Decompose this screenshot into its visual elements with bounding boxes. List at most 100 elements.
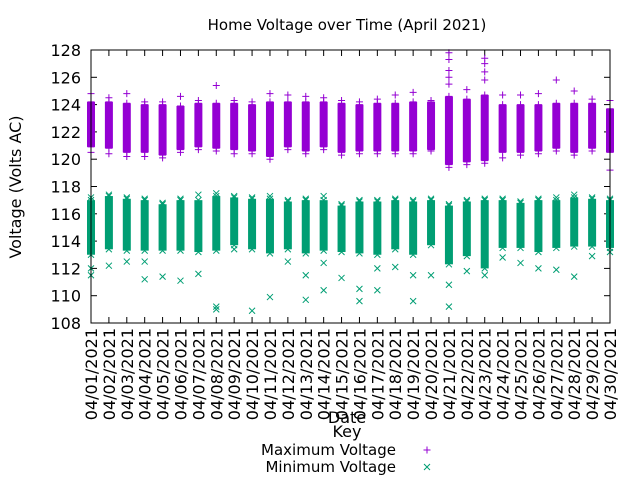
band-min-voltage [409,201,418,255]
band-min-voltage [301,200,310,254]
point-min-voltage [212,305,220,313]
point-max-voltage [499,154,507,162]
point-min-voltage [266,192,274,200]
band-max-voltage [176,105,185,150]
point-max-voltage [463,86,471,94]
x-tick-label: 04/02/2021 [100,328,119,420]
point-max-voltage [445,92,453,100]
band-min-voltage [337,205,346,253]
x-tick-label: 04/26/2021 [529,328,548,420]
band-max-voltage [301,101,310,152]
x-tick-label: 04/12/2021 [279,328,298,420]
point-max-voltage [230,97,238,105]
band-min-voltage [104,196,113,250]
point-min-voltage [123,258,131,265]
point-min-voltage [588,243,596,250]
point-min-voltage [445,260,453,268]
point-max-voltage [194,97,202,105]
point-min-voltage [177,196,184,204]
point-max-voltage [588,147,596,155]
point-max-voltage [409,88,417,96]
point-min-voltage [284,198,292,205]
point-min-voltage [338,248,345,256]
point-max-voltage [409,98,417,106]
point-min-voltage [284,258,292,265]
point-min-voltage [373,286,381,294]
band-max-voltage [427,101,436,150]
point-min-voltage [320,247,328,255]
band-min-voltage [319,200,328,251]
point-max-voltage [481,159,489,167]
point-min-voltage [588,194,596,201]
point-min-voltage [105,191,113,199]
band-max-voltage [265,101,274,157]
point-max-voltage [302,92,310,100]
point-min-voltage [320,259,328,267]
point-max-voltage [391,99,399,107]
point-min-voltage [302,271,310,279]
band-max-voltage [516,104,525,153]
point-min-voltage [373,265,381,272]
point-min-voltage [535,196,542,204]
point-max-voltage [445,80,453,88]
point-max-voltage [463,95,471,103]
band-max-voltage [444,96,453,165]
band-min-voltage [427,200,436,246]
x-tick-label: 04/21/2021 [440,328,459,420]
point-max-voltage [284,146,292,154]
point-min-voltage [123,195,131,203]
band-min-voltage [588,198,597,247]
x-tick-label: 04/20/2021 [422,328,441,420]
point-max-voltage [481,68,489,76]
y-tick-label: 112 [50,259,81,278]
point-min-voltage [212,192,220,200]
point-min-voltage [391,263,399,271]
band-min-voltage [534,200,543,253]
band-max-voltage [462,99,471,162]
point-min-voltage [517,198,524,205]
point-max-voltage [176,148,184,156]
point-max-voltage [230,150,238,158]
band-max-voltage [158,104,167,156]
point-min-voltage [463,198,471,205]
band-max-voltage [391,103,400,152]
x-tick-label: 04/11/2021 [261,328,280,420]
point-min-voltage [302,250,310,257]
x-tick-label: 04/23/2021 [476,328,495,420]
band-max-voltage [498,104,507,153]
point-max-voltage [302,150,310,158]
point-min-voltage [159,247,166,255]
point-min-voltage [391,245,399,253]
y-tick-label: 128 [50,41,81,60]
point-min-voltage [177,277,184,285]
point-min-voltage [409,198,417,205]
point-min-voltage [463,267,471,275]
x-tick-label: 04/22/2021 [458,328,477,420]
band-max-voltage [212,103,221,149]
point-min-voltage [570,194,578,201]
point-max-voltage [570,151,578,159]
point-min-voltage [427,195,435,203]
legend-x-icon [423,463,431,471]
point-min-voltage [463,196,471,204]
band-max-voltage [122,103,131,153]
point-max-voltage [123,90,131,98]
point-min-voltage [499,195,506,203]
point-max-voltage [176,102,184,110]
point-min-voltage [284,245,292,253]
x-tick-label: 04/30/2021 [601,328,620,420]
point-max-voltage [105,150,113,158]
point-max-voltage [284,98,292,106]
point-min-voltage [284,196,292,204]
point-min-voltage [481,271,489,279]
point-max-voltage [159,98,167,106]
point-min-voltage [302,296,310,304]
y-tick-label: 120 [50,150,81,169]
point-max-voltage [320,94,328,102]
band-min-voltage [283,201,292,250]
point-max-voltage [445,163,453,171]
point-min-voltage [499,196,506,204]
point-max-voltage [552,147,560,155]
point-min-voltage [230,194,238,201]
